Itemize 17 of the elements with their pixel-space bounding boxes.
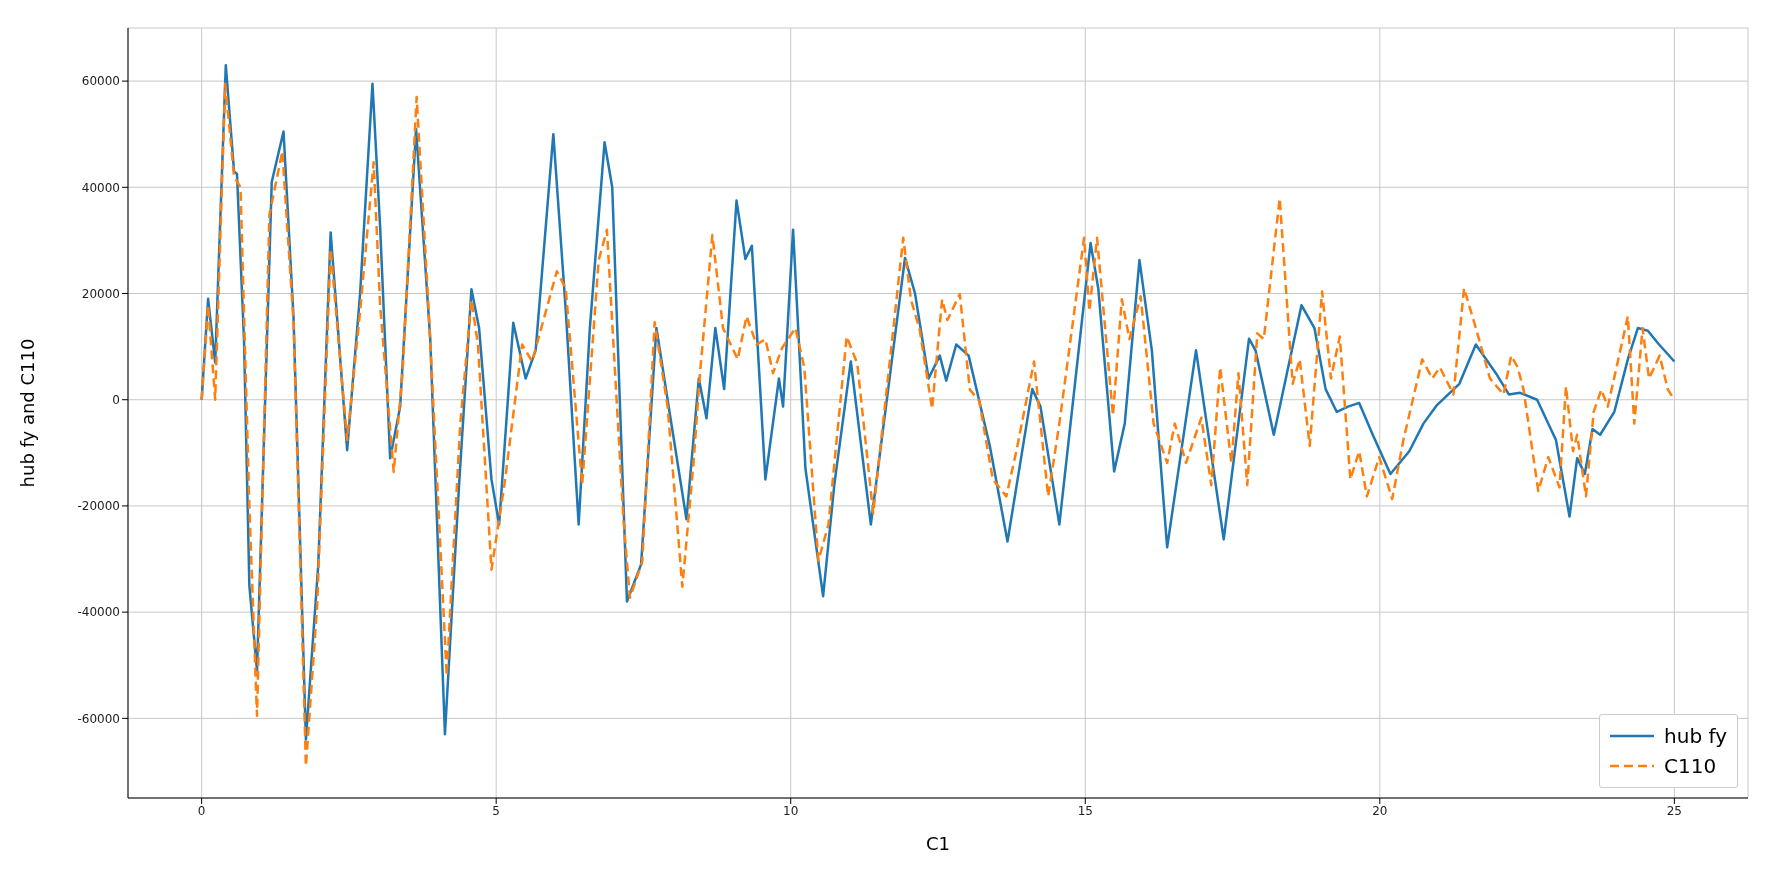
y-tick-label: -40000	[77, 605, 120, 620]
x-tick-label: 25	[1666, 803, 1682, 818]
x-tick-label: 5	[492, 803, 500, 818]
legend-label: hub fy	[1664, 723, 1727, 750]
y-tick-label: 20000	[81, 286, 120, 301]
y-tick-label: 0	[112, 392, 120, 407]
y-tick-label: 60000	[81, 74, 120, 89]
x-axis-title: C1	[925, 833, 951, 854]
x-tick-label: 10	[783, 803, 799, 818]
x-tick-label: 0	[197, 803, 206, 818]
x-tick-label: 15	[1077, 803, 1093, 818]
y-tick-label: -20000	[77, 499, 120, 514]
y-tick-label: -60000	[77, 711, 120, 726]
legend-label: C110	[1664, 753, 1717, 780]
y-axis-title: hub fy and C110	[17, 338, 39, 488]
x-tick-label: 20	[1372, 803, 1388, 818]
y-tick-label: 40000	[81, 180, 120, 195]
